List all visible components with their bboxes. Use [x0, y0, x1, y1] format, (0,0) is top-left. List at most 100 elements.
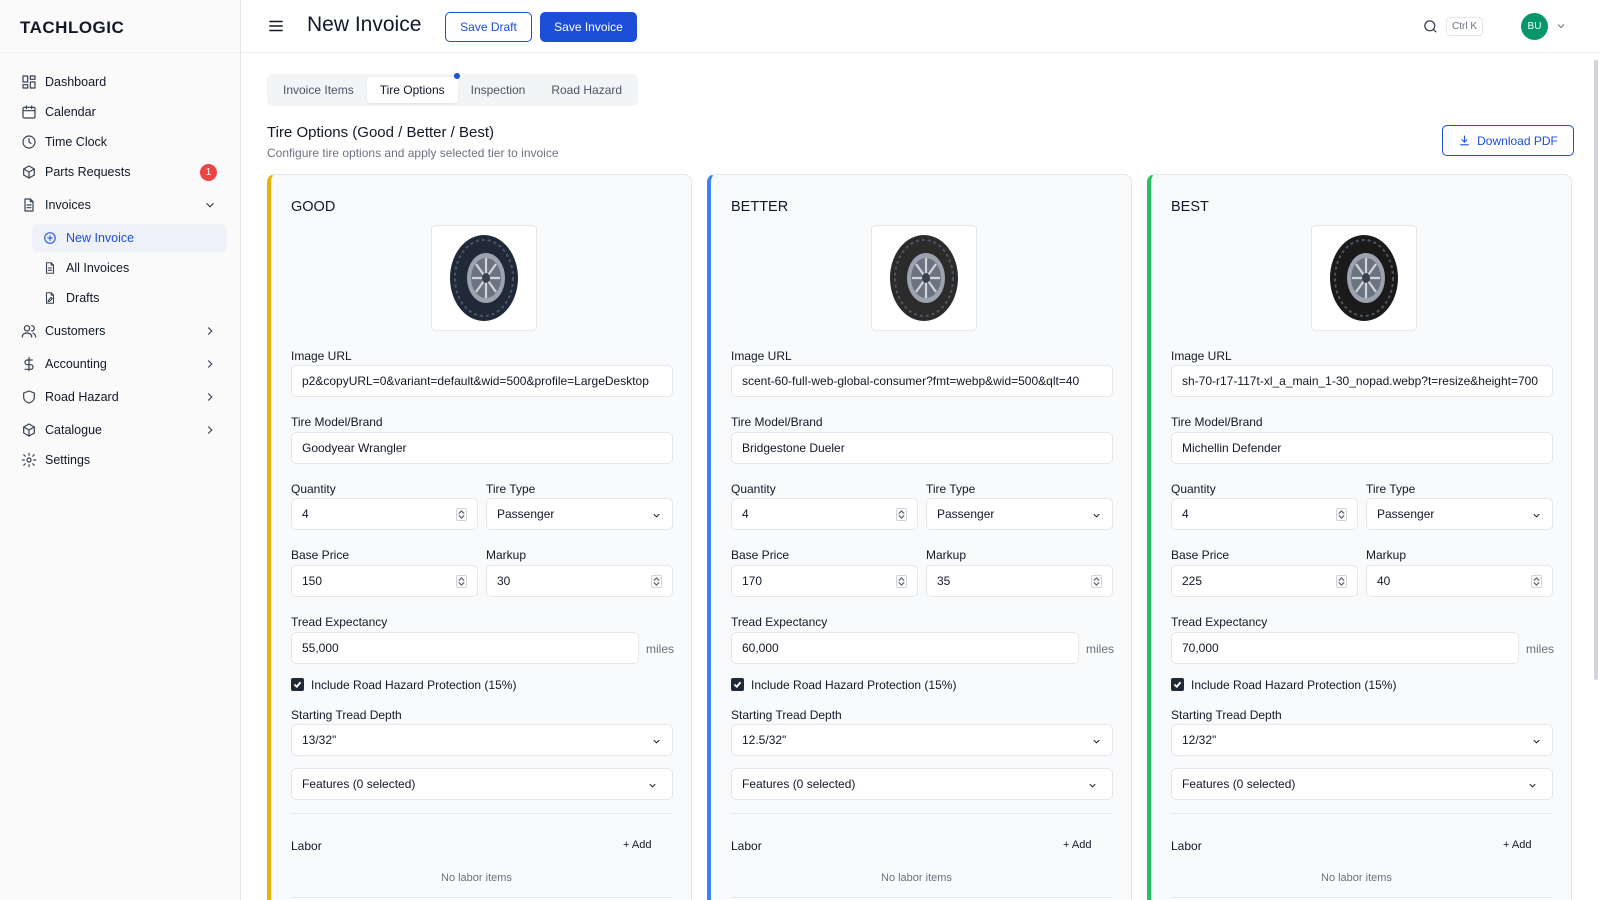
plus-icon: + [623, 839, 632, 851]
sidebar-item-label: Drafts [66, 291, 100, 305]
tread-expectancy-input[interactable]: 60,000 [731, 632, 1079, 664]
road-hazard-checkbox[interactable] [731, 678, 744, 691]
avatar[interactable]: BU [1521, 13, 1548, 40]
tire-type-select[interactable]: Passenger [486, 498, 673, 530]
download-icon [1460, 135, 1469, 146]
quantity-value: 4 [1182, 507, 1189, 521]
spinner-icon[interactable] [1336, 575, 1347, 588]
features-value: Features (0 selected) [1182, 777, 1296, 791]
base-price-stepper[interactable]: 170 [731, 565, 918, 597]
sidebar-item-accounting[interactable]: Accounting [12, 350, 227, 378]
spinner-icon[interactable] [456, 508, 467, 521]
sidebar-item-catalogue[interactable]: Catalogue [12, 416, 227, 444]
tab-invoice-items[interactable]: Invoice Items [283, 83, 354, 97]
image-url-input[interactable]: sh-70-r17-117t-xl_a_main_1-30_nopad.webp… [1171, 365, 1553, 397]
spinner-icon[interactable] [1336, 508, 1347, 521]
tire-type-value: Passenger [937, 507, 995, 521]
sidebar-item-invoices[interactable]: Invoices [12, 191, 227, 219]
image-url-input[interactable]: scent-60-full-web-global-consumer?fmt=we… [731, 365, 1113, 397]
tire-icon [450, 235, 518, 321]
markup-stepper[interactable]: 40 [1366, 565, 1553, 597]
features-dropdown[interactable]: Features (0 selected) [1171, 768, 1553, 800]
tread-expectancy-input[interactable]: 55,000 [291, 632, 639, 664]
miles-unit: miles [1526, 642, 1555, 656]
sidebar-item-all-invoices[interactable]: All Invoices [32, 254, 227, 282]
markup-label: Markup [1366, 548, 1407, 562]
save-draft-button[interactable]: Save Draft [445, 12, 532, 42]
box-icon [21, 422, 37, 438]
menu-icon[interactable] [267, 17, 285, 35]
sidebar-item-drafts[interactable]: Drafts [32, 284, 227, 312]
quantity-stepper[interactable]: 4 [291, 498, 478, 530]
sidebar-item-calendar[interactable]: Calendar [12, 98, 227, 126]
tread-depth-select[interactable]: 12/32" [1171, 724, 1553, 756]
sidebar-item-parts-requests[interactable]: Parts Requests 1 [12, 158, 227, 186]
search-icon[interactable] [1422, 18, 1439, 35]
top-header: New Invoice Save Draft Save Invoice Ctrl… [241, 0, 1600, 53]
clock-icon [21, 134, 37, 150]
image-url-input[interactable]: p2&copyURL=0&variant=default&wid=500&pro… [291, 365, 673, 397]
keyboard-shortcut: Ctrl K [1446, 17, 1483, 36]
quantity-stepper[interactable]: 4 [1171, 498, 1358, 530]
tread-depth-label: Starting Tread Depth [291, 708, 402, 722]
sidebar-item-new-invoice[interactable]: New Invoice [32, 224, 227, 252]
base-price-label: Base Price [291, 548, 350, 562]
sidebar-item-time-clock[interactable]: Time Clock [12, 128, 227, 156]
empty-labor-note: No labor items [881, 872, 952, 884]
spinner-icon[interactable] [651, 575, 662, 588]
miles-unit: miles [1086, 642, 1115, 656]
markup-value: 35 [937, 574, 951, 588]
spinner-icon[interactable] [1091, 575, 1102, 588]
base-price-stepper[interactable]: 150 [291, 565, 478, 597]
quantity-label: Quantity [1171, 482, 1216, 496]
chevron-right-icon [203, 390, 217, 404]
tab-tire-options[interactable]: Tire Options [366, 73, 460, 103]
road-hazard-checkbox[interactable] [1171, 678, 1184, 691]
tab-inspection[interactable]: Inspection [470, 83, 526, 97]
add-labor-button[interactable]: + Add [623, 839, 651, 851]
road-hazard-checkbox[interactable] [291, 678, 304, 691]
tab-label: Tire Options [379, 83, 445, 97]
tire-model-label: Tire Model/Brand [1171, 415, 1263, 429]
download-pdf-button[interactable]: Download PDF [1442, 125, 1574, 156]
spinner-icon[interactable] [896, 508, 907, 521]
spinner-icon[interactable] [896, 575, 907, 588]
markup-stepper[interactable]: 30 [486, 565, 673, 597]
tire-model-input[interactable]: Michellin Defender [1171, 432, 1553, 464]
tab-road-hazard[interactable]: Road Hazard [551, 83, 623, 97]
tread-expectancy-input[interactable]: 70,000 [1171, 632, 1519, 664]
base-price-stepper[interactable]: 225 [1171, 565, 1358, 597]
download-pdf-label: Download PDF [1477, 133, 1558, 148]
chevron-down-icon[interactable] [1555, 20, 1567, 32]
save-invoice-button[interactable]: Save Invoice [540, 12, 637, 42]
features-dropdown[interactable]: Features (0 selected) [731, 768, 1113, 800]
spinner-icon[interactable] [1531, 575, 1542, 588]
sidebar-item-settings[interactable]: Settings [12, 446, 227, 474]
image-url-label: Image URL [291, 349, 352, 363]
tread-depth-select[interactable]: 12.5/32" [731, 724, 1113, 756]
empty-labor-note: No labor items [441, 872, 512, 884]
markup-stepper[interactable]: 35 [926, 565, 1113, 597]
sidebar-item-customers[interactable]: Customers [12, 317, 227, 345]
tier-card-better: BETTER Image URL scent-60-full-web-global-… [707, 174, 1132, 900]
add-labor-button[interactable]: + Add [1063, 839, 1091, 851]
tire-model-input[interactable]: Bridgestone Dueler [731, 432, 1113, 464]
tire-type-value: Passenger [497, 507, 555, 521]
tire-type-select[interactable]: Passenger [926, 498, 1113, 530]
file-text-icon [21, 197, 37, 213]
add-labor-button[interactable]: + Add [1503, 839, 1531, 851]
tire-type-label: Tire Type [486, 482, 536, 496]
chevron-down-icon [1091, 510, 1102, 521]
gear-icon [21, 452, 37, 468]
sidebar-item-road-hazard[interactable]: Road Hazard [12, 383, 227, 411]
features-dropdown[interactable]: Features (0 selected) [291, 768, 673, 800]
spinner-icon[interactable] [456, 575, 467, 588]
scrollbar[interactable] [1594, 60, 1598, 680]
sidebar-item-dashboard[interactable]: Dashboard [12, 68, 227, 96]
tread-depth-select[interactable]: 13/32" [291, 724, 673, 756]
quantity-stepper[interactable]: 4 [731, 498, 918, 530]
empty-labor-note: No labor items [1321, 872, 1392, 884]
tire-type-select[interactable]: Passenger [1366, 498, 1553, 530]
file-edit-icon [42, 290, 58, 306]
tire-model-input[interactable]: Goodyear Wrangler [291, 432, 673, 464]
